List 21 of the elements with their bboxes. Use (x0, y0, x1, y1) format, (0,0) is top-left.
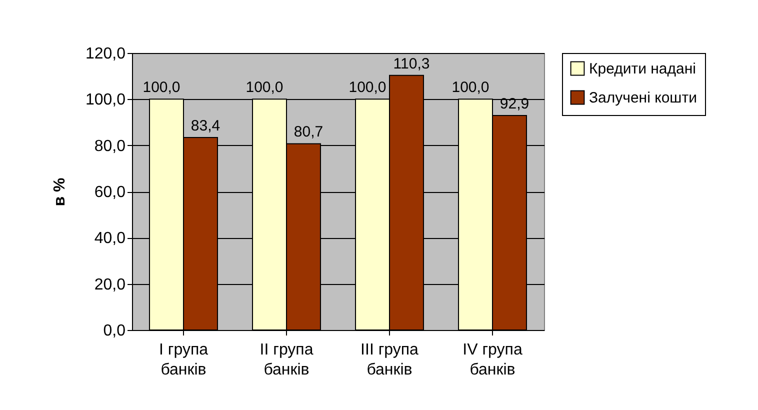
data-label: 100,0 (246, 79, 284, 96)
data-label: 100,0 (142, 79, 180, 96)
y-tick-label: 80,0 (94, 138, 126, 155)
y-tick-label: 100,0 (85, 92, 126, 109)
y-axis-title: в % (51, 178, 68, 206)
x-tick-label: IV група банків (462, 342, 522, 378)
data-label: 100,0 (348, 79, 386, 96)
y-tick-label: 20,0 (94, 276, 126, 294)
x-tick-label: II група банків (260, 342, 314, 378)
data-label: 110,3 (393, 55, 430, 72)
data-label: 100,0 (452, 79, 490, 96)
data-label: 80,7 (294, 124, 324, 141)
legend-label: Залучені кошти (589, 90, 697, 106)
x-tick-label: III група банків (360, 342, 419, 378)
legend-label: Кредити надані (589, 60, 696, 78)
data-label: 83,4 (190, 117, 220, 134)
y-tick-label: 40,0 (94, 230, 126, 248)
y-tick-label: 120,0 (85, 46, 126, 62)
x-tick-label: I група банків (158, 342, 208, 378)
y-tick-label: 60,0 (94, 184, 126, 201)
y-tick-label: 0,0 (103, 322, 126, 340)
